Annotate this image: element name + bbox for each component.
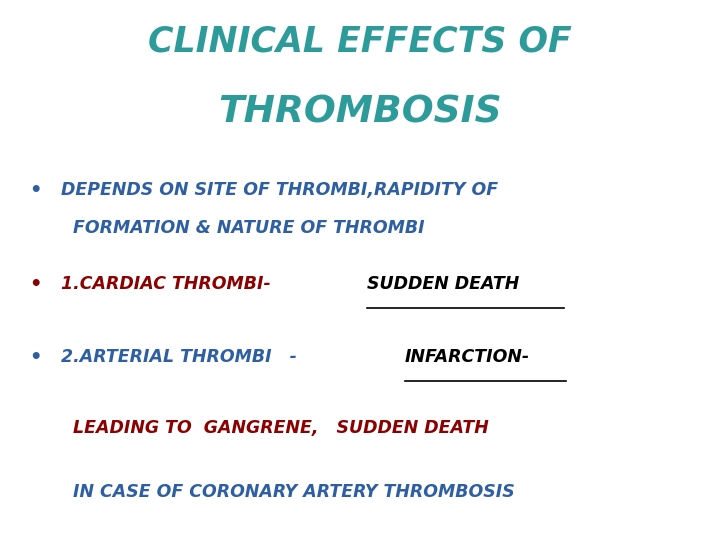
Text: •: • <box>29 348 41 367</box>
Text: IN CASE OF CORONARY ARTERY THROMBOSIS: IN CASE OF CORONARY ARTERY THROMBOSIS <box>61 483 515 501</box>
Text: THROMBOSIS: THROMBOSIS <box>218 94 502 131</box>
Text: SUDDEN DEATH: SUDDEN DEATH <box>367 275 519 293</box>
Text: •: • <box>29 275 41 294</box>
Text: CLINICAL EFFECTS OF: CLINICAL EFFECTS OF <box>148 24 572 58</box>
Text: DEPENDS ON SITE OF THROMBI,RAPIDITY OF: DEPENDS ON SITE OF THROMBI,RAPIDITY OF <box>61 181 498 199</box>
Text: FORMATION & NATURE OF THROMBI: FORMATION & NATURE OF THROMBI <box>61 219 425 237</box>
Text: 1.CARDIAC THROMBI-: 1.CARDIAC THROMBI- <box>61 275 283 293</box>
Text: LEADING TO  GANGRENE,   SUDDEN DEATH: LEADING TO GANGRENE, SUDDEN DEATH <box>61 418 489 436</box>
Text: 2.ARTERIAL THROMBI   -: 2.ARTERIAL THROMBI - <box>61 348 303 366</box>
Text: •: • <box>29 181 41 200</box>
Text: INFARCTION-: INFARCTION- <box>405 348 530 366</box>
